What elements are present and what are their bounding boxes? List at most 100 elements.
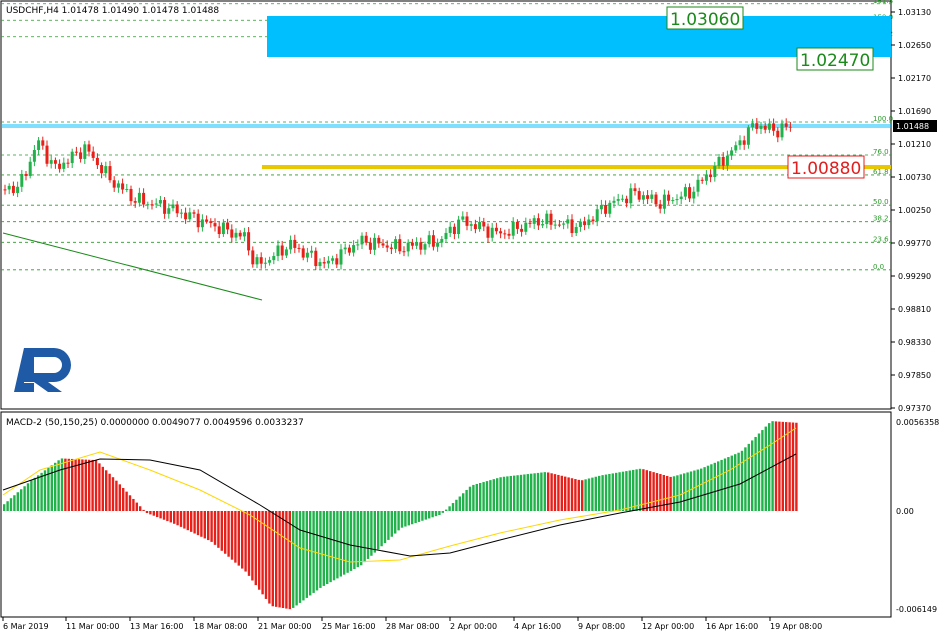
macd-bar xyxy=(295,511,298,606)
candle-body xyxy=(780,123,784,138)
candle-body xyxy=(322,262,326,264)
macd-bar xyxy=(264,511,268,599)
candle-body xyxy=(234,232,238,238)
macd-bar xyxy=(98,463,101,511)
macd-panel[interactable] xyxy=(0,411,892,618)
candle-body xyxy=(142,192,146,205)
candle-body xyxy=(377,237,381,244)
candle-body xyxy=(373,237,377,250)
candle-body xyxy=(196,213,200,228)
macd-bar xyxy=(20,489,23,511)
candle-body xyxy=(721,156,725,166)
price-axis-label: 0.98810 xyxy=(898,305,931,314)
candle-body xyxy=(650,194,654,199)
candle-body xyxy=(20,173,24,187)
macd-bar xyxy=(37,475,40,511)
candle-body xyxy=(604,204,608,214)
candle-body xyxy=(158,200,162,204)
macd-bar xyxy=(785,422,788,511)
macd-bar xyxy=(516,475,519,511)
candle-body xyxy=(251,250,255,265)
candle-body xyxy=(209,221,213,224)
candle-body xyxy=(709,174,713,178)
candle-body xyxy=(490,227,494,238)
macd-bar xyxy=(247,511,251,576)
price-axis[interactable]: 1.03130 1.02650 1.02170 1.01690 1.01210 1.007… xyxy=(891,8,931,413)
trend-line[interactable] xyxy=(2,232,263,301)
macd-bar xyxy=(638,468,642,511)
time-axis[interactable]: 6 Mar 2019 11 Mar 00:00 13 Mar 16:00 18 Mar… xyxy=(2,617,822,631)
macd-bar xyxy=(509,475,512,511)
macd-bar xyxy=(683,473,686,511)
macd-bar xyxy=(74,459,77,511)
candle-body xyxy=(448,226,452,233)
macd-bar xyxy=(625,471,628,511)
candle-body xyxy=(532,218,536,224)
macd-bar xyxy=(230,511,234,560)
macd-bar xyxy=(468,486,472,511)
candle-body xyxy=(133,201,137,203)
macd-bar xyxy=(778,421,781,511)
macd-bar xyxy=(519,474,523,511)
candle-body xyxy=(444,232,448,240)
macd-bar xyxy=(210,511,213,542)
fib-level-label: 50.0 xyxy=(873,198,889,206)
macd-bar xyxy=(547,472,550,511)
candle-body xyxy=(595,209,599,222)
macd-bar xyxy=(115,480,118,511)
macd-bar xyxy=(207,511,210,541)
candle-body xyxy=(326,260,330,264)
candle-body xyxy=(347,247,351,253)
candle-body xyxy=(482,221,486,227)
candle-body xyxy=(150,204,154,206)
macd-bar xyxy=(387,511,390,540)
macd-bar xyxy=(360,511,363,566)
macd-bar xyxy=(40,472,43,511)
candle-body xyxy=(700,179,704,181)
macd-bar xyxy=(723,458,727,511)
candle-body xyxy=(37,140,41,150)
candle-body xyxy=(259,257,263,264)
macd-bar xyxy=(434,511,438,517)
macd-bar xyxy=(754,436,757,511)
candle-body xyxy=(121,183,125,190)
macd-bar xyxy=(604,474,608,511)
price-axis-label: 0.97370 xyxy=(898,404,931,413)
macd-bar xyxy=(445,509,448,511)
macd-bar xyxy=(71,458,74,511)
time-axis-label: 12 Apr 00:00 xyxy=(642,622,694,631)
macd-bar xyxy=(649,471,652,511)
macd-bar xyxy=(601,475,604,511)
macd-bar xyxy=(349,511,353,571)
candle-body xyxy=(352,245,356,253)
time-axis-label: 28 Mar 08:00 xyxy=(386,622,439,631)
candle-body xyxy=(410,242,414,246)
macd-bar xyxy=(781,421,784,511)
macd-bar xyxy=(394,511,397,534)
candle-body xyxy=(570,219,574,234)
macd-bar xyxy=(251,511,254,581)
candle-body xyxy=(230,229,234,238)
macd-bar xyxy=(475,483,478,511)
macd-bar xyxy=(526,474,529,511)
candle-body xyxy=(583,221,587,226)
macd-bar xyxy=(560,475,563,511)
candle-body xyxy=(62,162,66,169)
macd-bar xyxy=(33,477,36,511)
time-axis-label: 13 Mar 16:00 xyxy=(130,622,183,631)
fib-level-label: 23.6 xyxy=(873,235,889,243)
macd-axis-zero: 0.00 xyxy=(896,507,914,516)
candle-body xyxy=(406,242,410,252)
candle-body xyxy=(280,245,284,256)
macd-bar xyxy=(706,465,710,511)
candle-body xyxy=(104,166,108,174)
macd-bar xyxy=(448,506,451,511)
macd-bar xyxy=(635,469,638,511)
macd-bar xyxy=(414,511,417,524)
macd-bar xyxy=(621,471,625,511)
candle-body xyxy=(66,162,70,164)
macd-bar xyxy=(424,511,427,520)
fib-level-label: 61.8 xyxy=(873,168,889,176)
